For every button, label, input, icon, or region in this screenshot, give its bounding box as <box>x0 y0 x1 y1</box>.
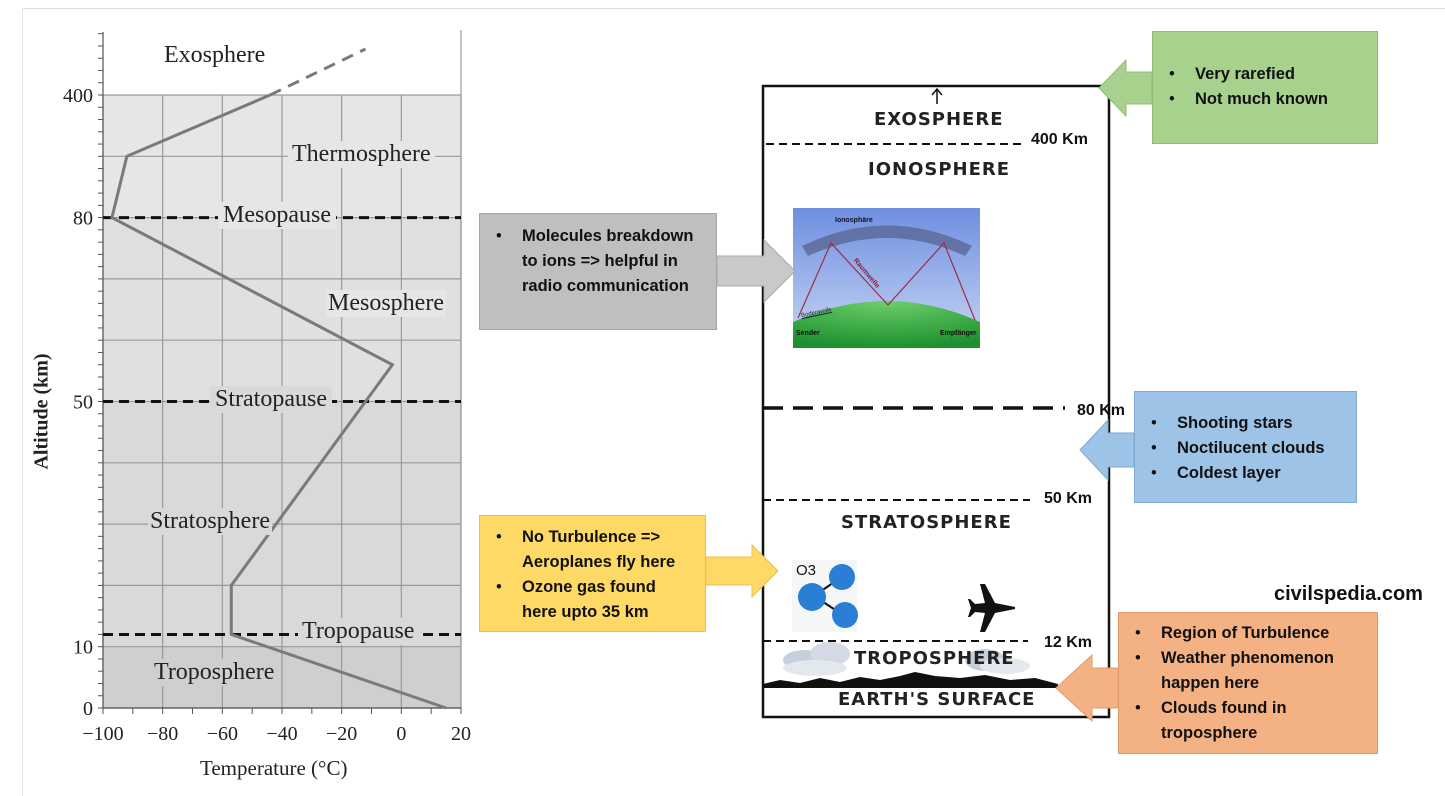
cloud-icon <box>783 642 850 676</box>
x-tick-label: −40 <box>266 723 297 745</box>
watermark-civilspedia: civilspedia.com <box>1274 583 1423 605</box>
earth-surface-terrain <box>763 672 1058 688</box>
label-thermosphere: Thermosphere <box>288 141 435 168</box>
callout-troposphere: Region of TurbulenceWeather phenomenon h… <box>1118 612 1378 754</box>
callout-item: Noctilucent clouds <box>1151 436 1344 461</box>
frame-left-line <box>22 8 23 796</box>
x-tick-label: −60 <box>207 723 238 745</box>
callout-item: Clouds found in troposphere <box>1135 696 1365 746</box>
layer-exosphere: EXOSPHERE <box>874 109 1004 130</box>
label-mesosphere: Mesosphere <box>326 290 446 317</box>
layer-troposphere: TROPOSPHERE <box>854 648 1015 669</box>
callout-item: Molecules breakdown to ions => helpful i… <box>496 224 697 299</box>
callout-item: Coldest layer <box>1151 461 1344 486</box>
layer-ionosphere: IONOSPHERE <box>868 159 1011 180</box>
callout-item: Not much known <box>1169 87 1365 112</box>
y-tick-label: 80 <box>73 208 93 230</box>
stratosphere-callout-arrow <box>705 543 779 599</box>
ionosphere-image-label: Ionosphäre <box>835 217 873 224</box>
ionosphere-callout-arrow <box>716 238 796 304</box>
mesosphere-callout-arrow <box>1079 418 1135 482</box>
airplane-icon <box>968 584 1015 632</box>
receiver-label: Empfänger <box>940 330 977 337</box>
frame-top-line <box>22 8 1445 9</box>
y-tick-label: 0 <box>83 698 93 720</box>
label-tropopause: Tropopause <box>298 618 419 645</box>
layer-earth-surface: EARTH'S SURFACE <box>838 689 1036 710</box>
label-troposphere: Troposphere <box>152 659 277 686</box>
callout-stratosphere: No Turbulence => Aeroplanes fly hereOzon… <box>479 515 706 632</box>
x-tick-label: −80 <box>147 723 178 745</box>
ozone-label: O3 <box>796 562 817 579</box>
label-mesopause: Mesopause <box>218 202 336 229</box>
exosphere-callout-arrow <box>1098 58 1153 118</box>
callout-item: No Turbulence => Aeroplanes fly here <box>496 525 693 575</box>
up-arrow-icon <box>931 87 943 104</box>
x-tick-label: 20 <box>451 723 471 745</box>
cloud-icon <box>965 649 1030 674</box>
troposphere-callout-arrow <box>1055 653 1119 723</box>
x-tick-label: 0 <box>396 723 406 745</box>
y-tick-label: 400 <box>63 85 93 107</box>
callout-item: Ozone gas found here upto 35 km <box>496 575 693 625</box>
callout-mesosphere: Shooting starsNoctilucent cloudsColdest … <box>1134 391 1357 503</box>
altitude-12km: 12 Km <box>1044 634 1093 651</box>
callout-item: Shooting stars <box>1151 411 1344 436</box>
callout-item: Region of Turbulence <box>1135 621 1365 646</box>
x-axis-title: Temperature (°C) <box>200 756 348 780</box>
x-tick-label: −100 <box>82 723 123 745</box>
callout-exosphere: Very rarefiedNot much known <box>1152 31 1378 144</box>
exosphere-extrapolation-line <box>269 47 367 97</box>
altitude-400km: 400 Km <box>1031 131 1088 148</box>
callout-ionosphere: Molecules breakdown to ions => helpful i… <box>479 213 717 330</box>
altitude-50km: 50 Km <box>1044 490 1093 507</box>
radio-wave-ionosphere-image <box>793 208 980 348</box>
y-tick-label: 50 <box>73 392 93 414</box>
label-stratosphere: Stratosphere <box>148 508 272 535</box>
callout-item: Weather phenomenon happen here <box>1135 646 1365 696</box>
x-tick-label: −20 <box>326 723 357 745</box>
sender-label: Sender <box>796 330 820 337</box>
diagram-frame <box>761 84 1111 719</box>
label-exosphere: Exosphere <box>164 42 266 68</box>
callout-item: Very rarefied <box>1169 62 1365 87</box>
layer-stratosphere: STRATOSPHERE <box>841 512 1012 533</box>
temperature-profile-line <box>110 93 447 710</box>
label-stratopause: Stratopause <box>210 386 332 413</box>
altitude-80km: 80 Km <box>1077 402 1126 419</box>
y-tick-label: 10 <box>73 637 93 659</box>
ozone-molecule-icon <box>792 560 858 632</box>
